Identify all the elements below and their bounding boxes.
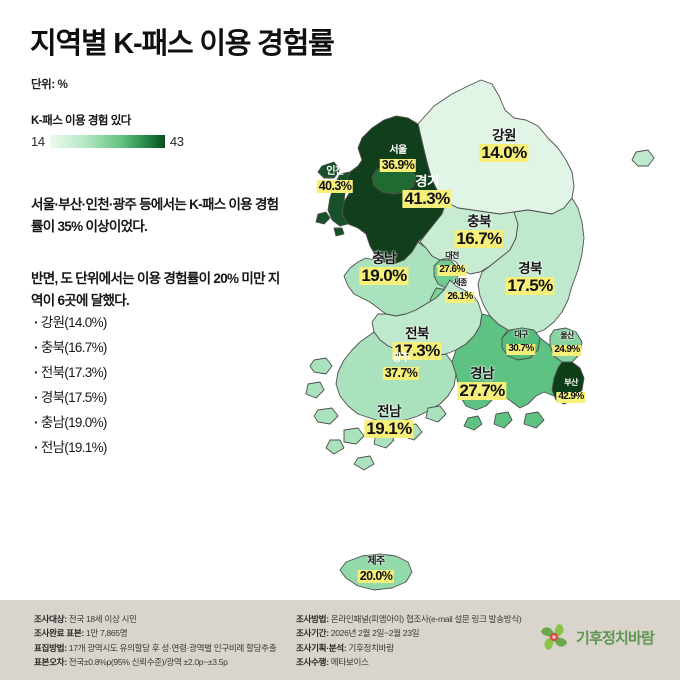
region-seoul[interactable] [371,163,417,195]
region-incheon-island-a[interactable] [317,161,341,179]
region-jeonnam-island-i [425,405,447,423]
region-jeonnam-island-g [325,439,345,455]
region-ulleungdo [631,149,655,167]
narrative-text: 서울·부산·인천·광주 등에서는 K-패스 이용 경험률이 35% 이상이었다.… [31,180,281,325]
region-gyeongbuk[interactable] [477,197,585,335]
list-item: 강원(14.0%) [34,310,108,335]
footer-left-column: 조사대상: 전국 18세 이상 시민 조사완료 표본: 1만 7,865명 표집… [34,612,277,670]
region-jeonnam-island-a [309,357,333,375]
region-gyeongnam-island-b [523,411,545,429]
narrative-paragraph-2: 반면, 도 단위에서는 이용 경험률이 20% 미만 지역이 6곳에 달했다. [31,270,280,308]
legend-scale: 14 43 [31,134,184,149]
legend: K-패스 이용 경험 있다 14 43 [31,112,184,149]
korea-map-svg [305,79,655,591]
list-item: 충남(19.0%) [34,410,108,435]
region-jeju[interactable] [339,553,413,591]
footer-right-column: 조사방법: 온라인패널(피앰아이) 협조사(e-mail 설문 링크 발송방식)… [296,612,522,670]
region-jeonnam-island-h [353,455,375,471]
region-jeonnam-island-f [401,423,423,441]
brand-name: 기후정치바람 [575,629,655,647]
footer-line: 조사기간: 2026년 2월 2일~2월 23일 [296,628,420,639]
brand-logo-group: 기후정치바람 [539,622,655,652]
region-ulsan[interactable] [549,327,583,363]
region-incheon-island-b[interactable] [315,211,331,225]
legend-title: K-패스 이용 경험 있다 [31,115,131,127]
footer-line: 조사수행: 메타보이스 [296,657,369,668]
footer-line: 표집방법: 17개 광역시도 유의할당 후 성·연령·광역별 인구비례 할당추출 [34,642,277,653]
low-rate-region-list: 강원(14.0%) 충북(16.7%) 전북(17.3%) 경북(17.5%) … [34,310,108,460]
pinwheel-logo-icon [541,624,567,650]
footer-line: 조사대상: 전국 18세 이상 시민 [34,614,137,624]
region-jeonnam-island-c [313,407,339,425]
region-incheon-island-c[interactable] [333,227,345,237]
region-jeonnam-island-b [305,381,325,399]
footer-methodology: 조사대상: 전국 18세 이상 시민 조사완료 표본: 1만 7,865명 표집… [0,600,680,680]
footer-line: 조사완료 표본: 1만 7,865명 [34,628,128,639]
list-item: 전남(19.1%) [34,435,108,460]
legend-min-value: 14 [31,134,45,149]
list-item: 경북(17.5%) [34,385,108,410]
region-jeonnam-island-d [343,427,365,445]
list-item: 전북(17.3%) [34,360,108,385]
region-gyeongnam-island-a [493,411,513,429]
footer-line: 조사방법: 온라인패널(피앰아이) 협조사(e-mail 설문 링크 발송방식) [296,614,522,624]
region-jeonnam-island-e [373,431,395,449]
footer-line: 조사기획·분석: 기후정치바람 [296,642,394,653]
region-gangwon[interactable] [417,79,575,215]
page-title: 지역별 K-패스 이용 경험률 [30,28,335,60]
narrative-paragraph-1: 서울·부산·인천·광주 등에서는 K-패스 이용 경험률이 35% 이상이었다. [31,196,279,234]
unit-label: 단위: % [31,79,68,91]
korea-choropleth-map: 경기 41.3% 서울 36.9% 인천 40.3% 강원 14.0% 충북 1… [300,62,680,607]
list-item: 충북(16.7%) [34,335,108,360]
footer-line: 표본오차: 전국±0.8%p(95% 신뢰수준)/광역 ±2.0p~±3.5p [34,657,228,668]
legend-gradient-bar [49,135,165,148]
region-gyeongnam-island-c [463,415,483,431]
legend-max-value: 43 [169,134,184,149]
